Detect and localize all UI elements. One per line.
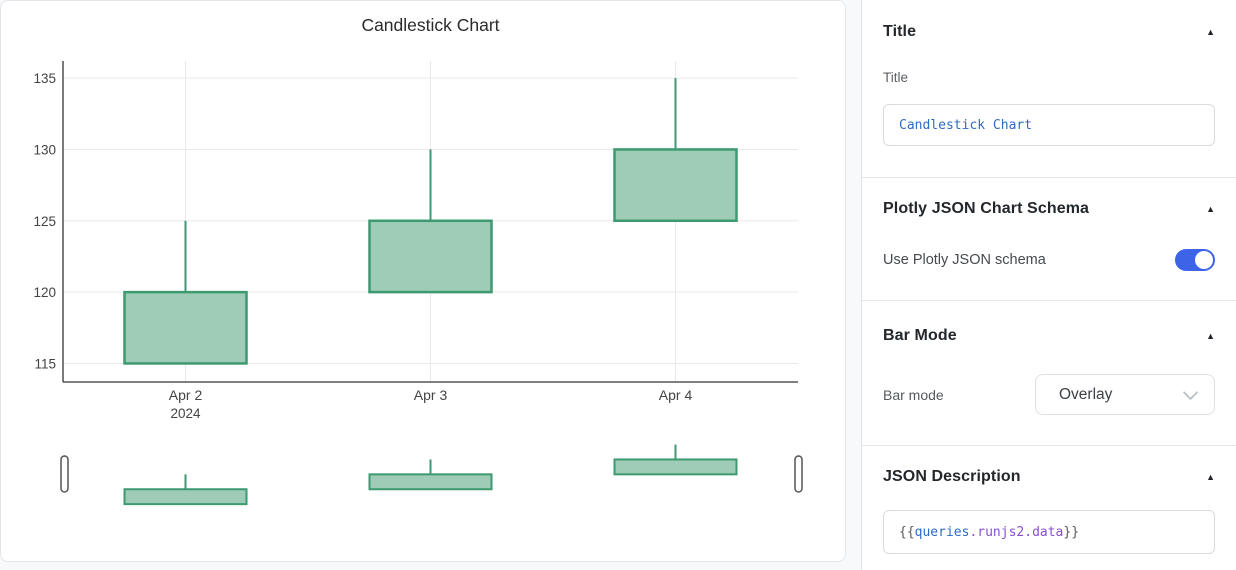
candle-1[interactable] [123,220,248,365]
section-schema-heading: Plotly JSON Chart Schema [883,200,1090,217]
rangeslider-left-handle[interactable] [60,455,69,493]
json-template-var: queries [914,524,970,540]
section-bar-mode: Bar Mode ▲ Bar mode Overlay [862,301,1236,445]
rangeslider-candle-1 [123,474,248,506]
json-template-path: .runjs2.data [969,524,1064,540]
collapse-icon[interactable]: ▲ [1206,26,1215,37]
chart-title: Candlestick Chart [361,15,499,35]
section-plotly-schema: Plotly JSON Chart Schema ▲ Use Plotly JS… [862,178,1236,300]
candlestick-chart[interactable]: 135 130 125 120 115 Apr 2 Apr 3 Apr 4 2024 Candle… [1,1,845,561]
section-title: Title ▲ Title Candlestick Chart [862,0,1236,177]
rangeslider-candle-2 [368,459,493,491]
y-tick-label: 125 [33,214,56,229]
collapse-icon[interactable]: ▲ [1206,203,1215,214]
inspector-panel: Title ▲ Title Candlestick Chart Plotly J… [861,0,1236,570]
divider [862,177,1236,178]
y-tick-label: 135 [33,71,56,86]
json-description-input[interactable]: {{queries .runjs2.data}} [883,510,1215,554]
x-tick-label: Apr 3 [414,387,448,403]
schema-toggle[interactable] [1175,249,1215,271]
candle-2[interactable] [368,149,493,294]
collapse-icon[interactable]: ▲ [1206,330,1215,341]
json-template-open: {{ [899,524,915,540]
json-template-close: }} [1063,524,1080,540]
x-tick-label: Apr 2 [169,387,203,403]
x-tick-label: Apr 4 [659,387,693,403]
chevron-down-icon [1182,384,1199,400]
barmode-select-value: Overlay [1059,385,1113,403]
candle-3[interactable] [613,78,738,223]
y-tick-label: 130 [33,142,56,157]
divider [862,300,1236,301]
collapse-icon[interactable]: ▲ [1206,471,1215,482]
toggle-knob [1195,251,1213,269]
schema-toggle-label: Use Plotly JSON schema [883,252,1046,268]
divider [862,445,1236,446]
section-title-heading: Title [883,23,917,40]
section-json-description: JSON Description ▲ {{queries .runjs2.data… [862,446,1236,554]
x-year-label: 2024 [170,406,201,421]
title-field-label: Title [883,70,909,85]
section-json-heading: JSON Description [883,468,1021,485]
section-barmode-heading: Bar Mode [883,327,957,344]
rangeslider-candle-3 [613,444,738,476]
chart-card: 135 130 125 120 115 Apr 2 Apr 3 Apr 4 2024 Candle… [0,0,846,562]
rangeslider-right-handle[interactable] [794,455,803,493]
barmode-field-label: Bar mode [883,386,944,403]
y-tick-label: 115 [34,356,56,371]
barmode-select[interactable]: Overlay [1035,374,1215,415]
y-tick-label: 120 [33,285,56,300]
title-input[interactable]: Candlestick Chart [883,104,1215,146]
title-input-value: Candlestick Chart [899,117,1033,133]
